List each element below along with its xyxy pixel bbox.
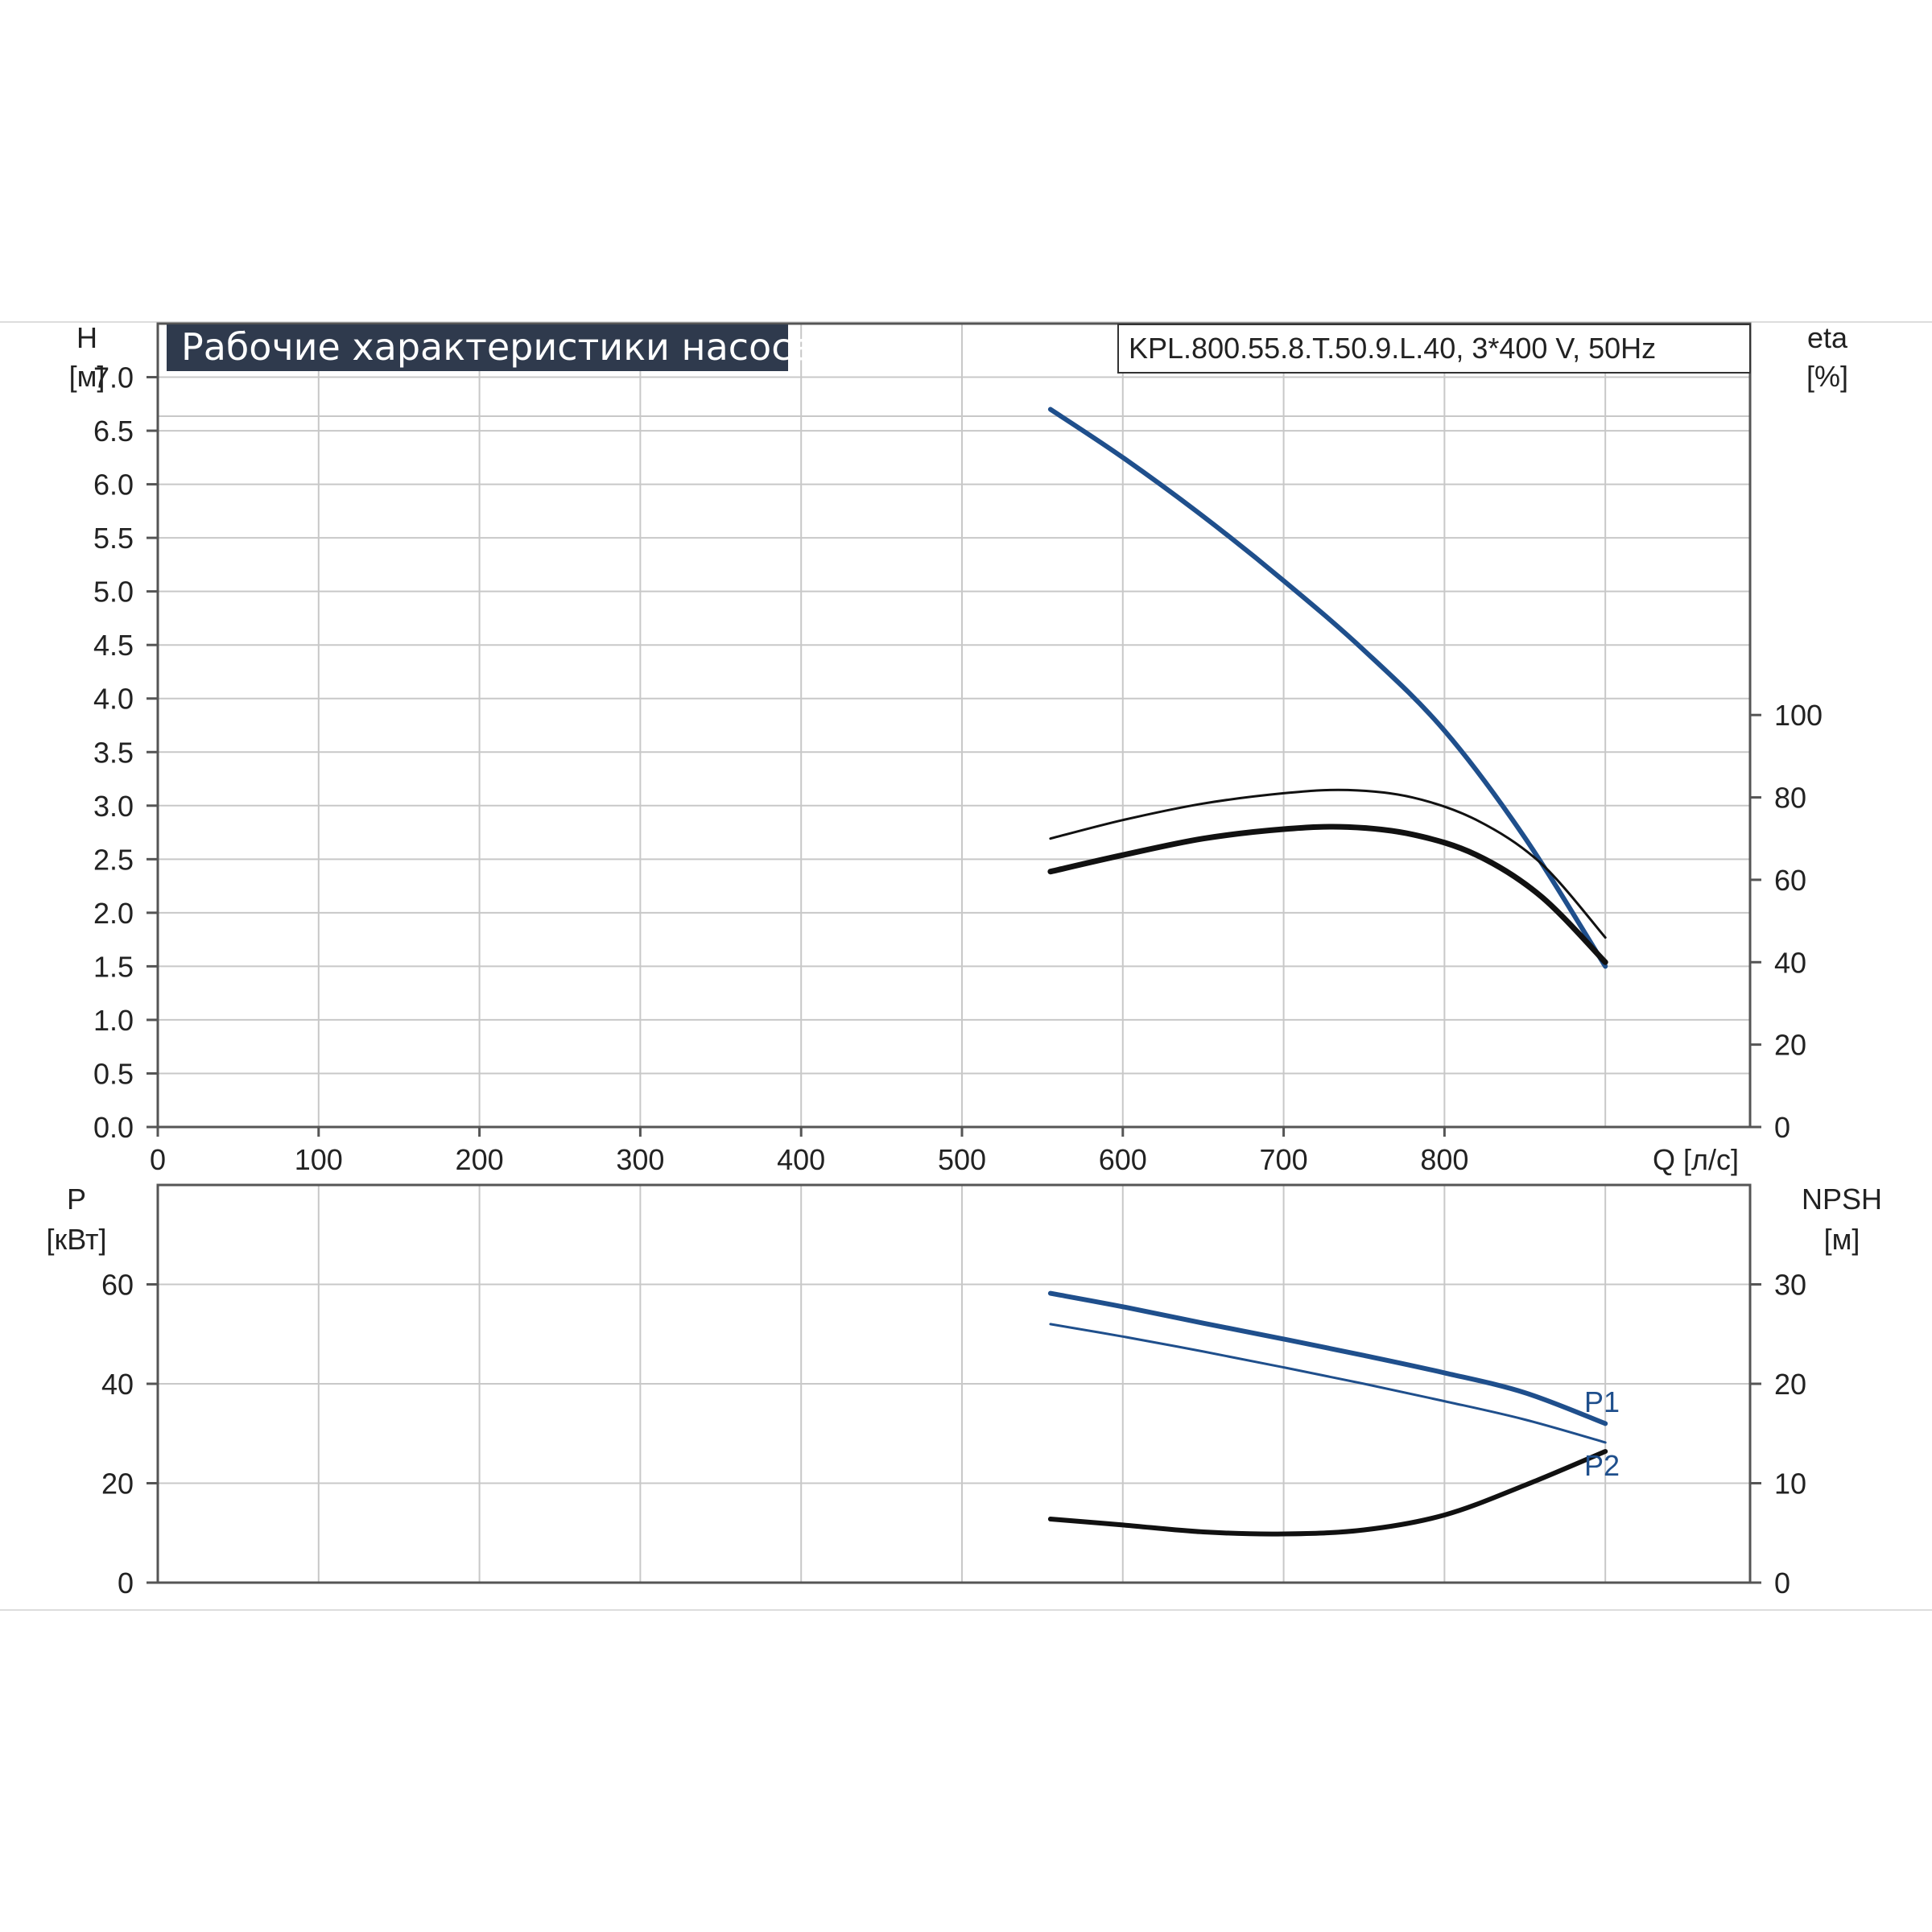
left-tick-label: 3.5 [93,736,134,769]
curve-1-1 [1049,1323,1607,1444]
x-tick-label: 200 [456,1143,504,1176]
top-panel-ticks: 0.0 0.5 1.0 1.5 2.0 2.5 3.0 3.5 4.0 4.5 5.0 5.5 6.0 6… [93,361,1823,1176]
right-tick-label: 0 [1774,1111,1790,1144]
right-tick-label: 20 [1774,1368,1806,1401]
left-tick-label: 1.5 [93,950,134,983]
bottom-panel-series [1047,1290,1608,1537]
right-tick-label: 20 [1774,1029,1806,1062]
top-panel-frame [156,322,1752,1129]
left-tick-label: 6.0 [93,469,134,502]
curve-1-0 [1047,1290,1608,1426]
q-axis-label: Q [л/с] [1653,1143,1739,1176]
p-axis-unit: [кВт] [46,1223,106,1256]
left-tick-label: 0 [118,1567,134,1600]
x-tick-label: 400 [777,1143,825,1176]
x-tick-label: 600 [1099,1143,1147,1176]
left-tick-label: 0.0 [93,1111,134,1144]
left-tick-label: 7.0 [93,361,134,394]
p2-annotation: P2 [1584,1449,1620,1482]
right-tick-label: 100 [1774,699,1823,732]
top-panel-grid [158,324,1750,1127]
x-tick-label: 0 [150,1143,166,1176]
right-tick-label: 30 [1774,1269,1806,1302]
curve-0-2 [1047,824,1608,965]
top-panel-series [1047,407,1608,969]
h-axis-unit: [м] [69,360,105,393]
title-box [167,324,788,371]
chart-title: Рабочие характеристики насоса [181,325,815,369]
bottom-panel-ticks: 0 20 40 60 0 10 20 30 [101,1269,1806,1600]
p-axis-label: P [67,1183,86,1216]
left-tick-label: 1.0 [93,1004,134,1037]
curve-0-1 [1049,788,1607,939]
eta-axis-label: eta [1807,321,1848,354]
left-tick-label: 40 [101,1368,134,1401]
left-tick-label: 4.5 [93,629,134,662]
npsh-axis-unit: [м] [1824,1223,1860,1256]
right-tick-label: 0 [1774,1567,1790,1600]
x-tick-label: 700 [1260,1143,1308,1176]
x-tick-label: 100 [295,1143,343,1176]
x-tick-label: 800 [1420,1143,1468,1176]
h-axis-label: H [76,321,97,354]
eta-axis-unit: [%] [1806,360,1848,393]
model-box [1117,324,1751,374]
left-tick-label: 0.5 [93,1057,134,1090]
x-tick-label: 500 [938,1143,986,1176]
bottom-panel-grid [158,1185,1750,1583]
curve-0-0 [1047,407,1608,969]
npsh-axis-label: NPSH [1802,1183,1882,1216]
left-tick-label: 2.0 [93,897,134,930]
left-tick-label: 60 [101,1269,134,1302]
curve-1-2 [1047,1449,1608,1537]
left-tick-label: 4.0 [93,683,134,716]
right-tick-label: 10 [1774,1468,1806,1501]
x-tick-label: 300 [616,1143,664,1176]
right-tick-label: 60 [1774,864,1806,897]
left-tick-label: 5.0 [93,576,134,609]
p1-annotation: P1 [1584,1385,1620,1418]
left-tick-label: 20 [101,1468,134,1501]
left-tick-label: 6.5 [93,415,134,448]
right-tick-label: 80 [1774,782,1806,815]
model-label: KPL.800.55.8.T.50.9.L.40, 3*400 V, 50Hz [1129,332,1656,365]
left-tick-label: 3.0 [93,790,134,823]
right-tick-label: 40 [1774,946,1806,979]
left-tick-label: 2.5 [93,843,134,876]
left-tick-label: 5.5 [93,522,134,555]
